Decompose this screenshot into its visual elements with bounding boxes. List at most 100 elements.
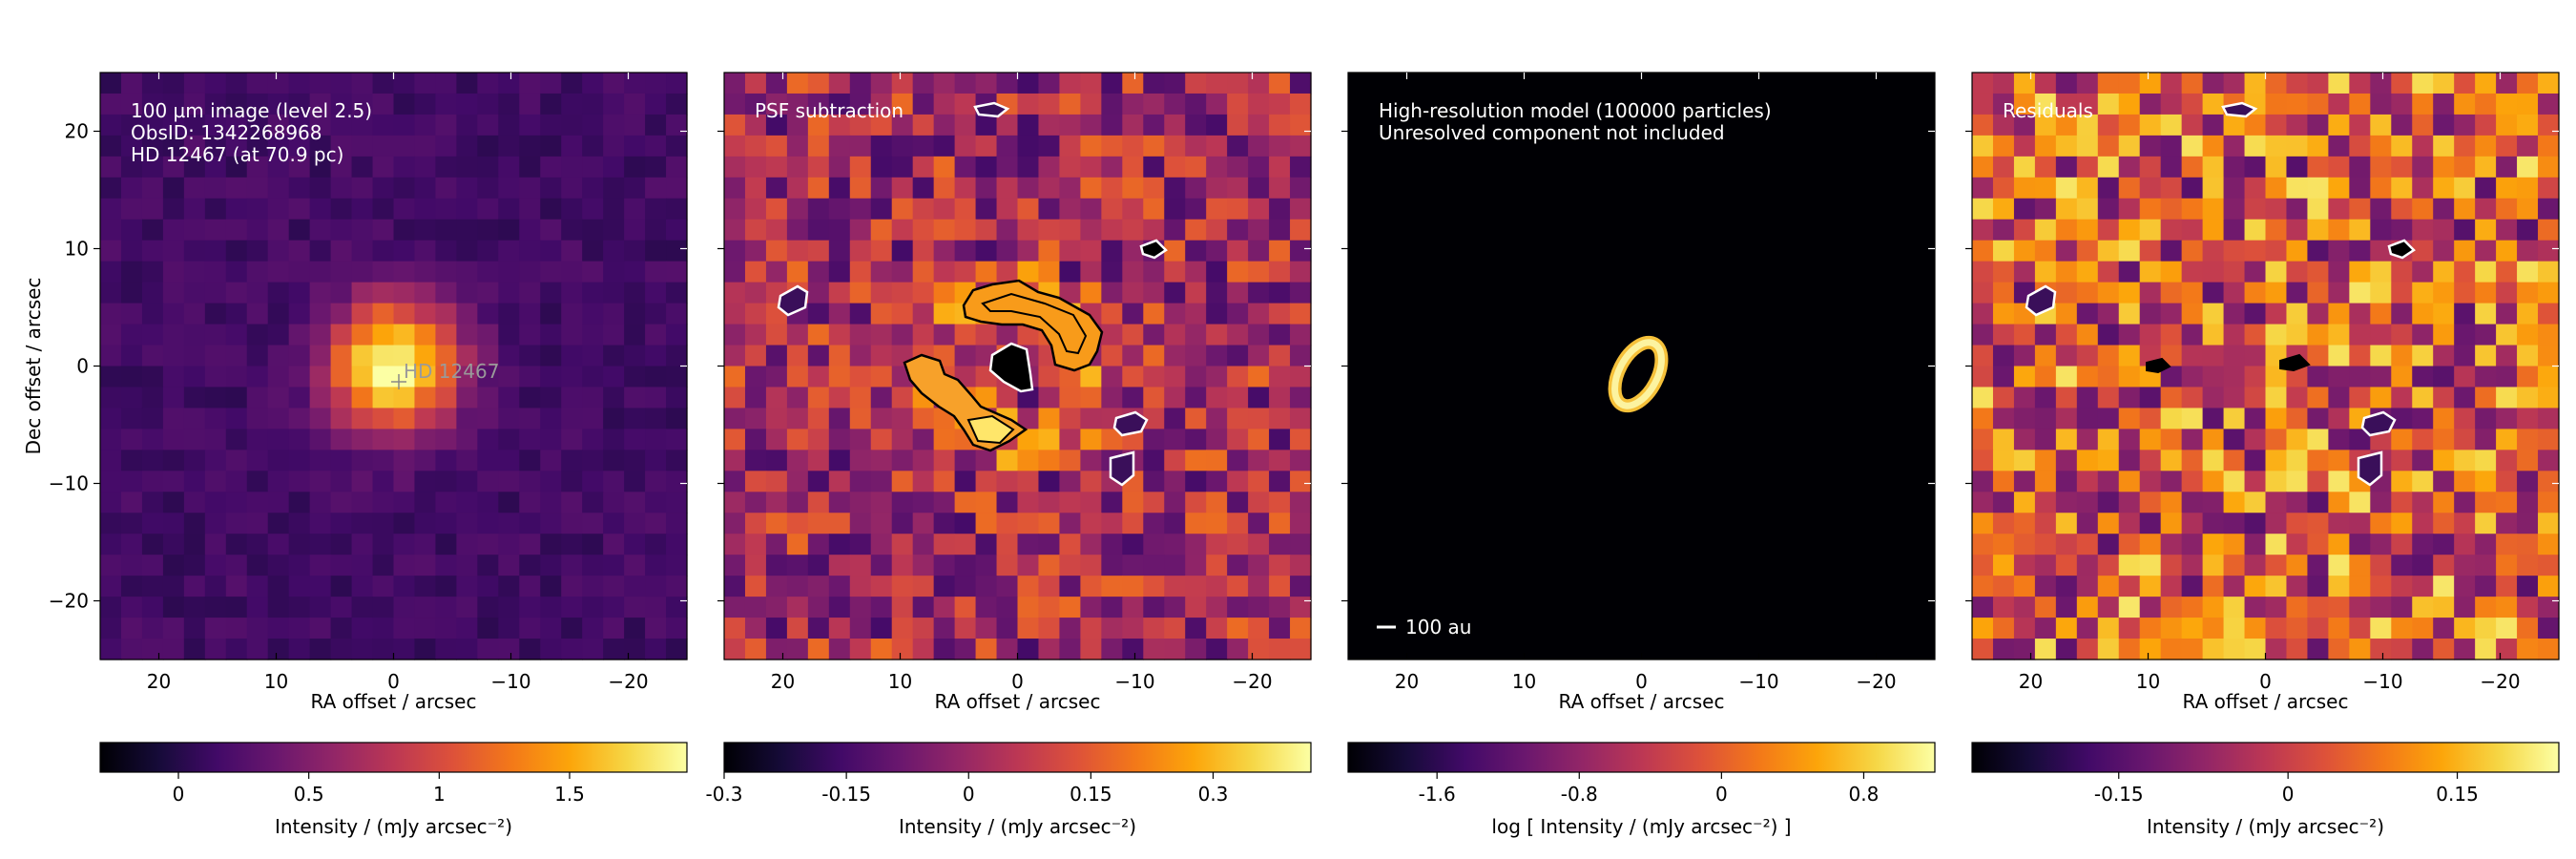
image-pixel bbox=[372, 198, 395, 220]
image-pixel bbox=[2475, 639, 2497, 660]
image-pixel bbox=[2055, 93, 2078, 115]
image-pixel bbox=[1080, 114, 1102, 136]
image-pixel bbox=[1248, 303, 1270, 325]
image-pixel bbox=[414, 303, 437, 325]
image-pixel bbox=[477, 177, 499, 199]
image-pixel bbox=[870, 513, 893, 534]
image-pixel bbox=[330, 618, 353, 639]
image-pixel bbox=[162, 408, 185, 430]
image-pixel bbox=[120, 366, 143, 388]
image-pixel bbox=[666, 177, 688, 199]
image-pixel bbox=[2391, 597, 2413, 618]
image-pixel bbox=[2244, 114, 2267, 136]
image-pixel bbox=[954, 73, 977, 94]
image-pixel bbox=[1185, 240, 1207, 262]
image-pixel bbox=[2034, 450, 2057, 471]
image-pixel bbox=[162, 93, 185, 115]
image-pixel bbox=[1101, 156, 1123, 178]
image-pixel bbox=[2265, 597, 2288, 618]
image-pixel bbox=[2475, 576, 2497, 597]
image-pixel bbox=[2202, 513, 2225, 534]
image-pixel bbox=[582, 366, 604, 388]
image-pixel bbox=[1080, 366, 1102, 388]
image-pixel bbox=[456, 471, 478, 492]
image-pixel bbox=[2160, 345, 2183, 367]
image-pixel bbox=[225, 93, 248, 115]
image-pixel bbox=[2412, 597, 2434, 618]
image-pixel bbox=[1038, 198, 1061, 220]
image-pixel bbox=[666, 471, 688, 492]
image-pixel bbox=[267, 387, 290, 409]
image-pixel bbox=[933, 639, 956, 660]
image-pixel bbox=[1101, 282, 1123, 304]
image-pixel bbox=[435, 366, 457, 388]
image-pixel bbox=[2055, 471, 2078, 492]
image-pixel bbox=[540, 156, 562, 178]
image-pixel bbox=[1206, 597, 1228, 618]
image-pixel bbox=[996, 219, 1019, 241]
image-pixel bbox=[2496, 366, 2518, 388]
image-pixel bbox=[624, 135, 646, 157]
image-pixel bbox=[2496, 597, 2518, 618]
image-pixel bbox=[2013, 73, 2036, 94]
image-pixel bbox=[1017, 114, 1040, 136]
image-pixel bbox=[2475, 324, 2497, 346]
image-pixel bbox=[1206, 576, 1228, 597]
image-pixel bbox=[393, 597, 416, 618]
image-pixel bbox=[2433, 282, 2455, 304]
image-pixel bbox=[1101, 240, 1123, 262]
image-pixel bbox=[1080, 597, 1102, 618]
image-pixel bbox=[1290, 240, 1312, 262]
image-pixel bbox=[2391, 219, 2413, 241]
image-pixel bbox=[849, 576, 872, 597]
image-pixel bbox=[954, 513, 977, 534]
image-pixel bbox=[393, 219, 416, 241]
image-pixel bbox=[912, 198, 935, 220]
image-pixel bbox=[2160, 135, 2183, 157]
image-pixel bbox=[1248, 576, 1270, 597]
image-pixel bbox=[1227, 93, 1249, 115]
image-pixel bbox=[120, 73, 143, 94]
image-pixel bbox=[603, 555, 625, 576]
image-pixel bbox=[849, 471, 872, 492]
image-pixel bbox=[456, 303, 478, 325]
image-pixel bbox=[2076, 177, 2099, 199]
image-pixel bbox=[309, 240, 332, 262]
image-pixel bbox=[2181, 618, 2204, 639]
image-pixel bbox=[2328, 282, 2350, 304]
image-pixel bbox=[2328, 555, 2350, 576]
image-pixel bbox=[2391, 156, 2413, 178]
image-pixel bbox=[2286, 366, 2309, 388]
image-pixel bbox=[807, 93, 830, 115]
image-pixel bbox=[1122, 198, 1144, 220]
image-pixel bbox=[2538, 618, 2560, 639]
image-pixel bbox=[2328, 471, 2350, 492]
image-pixel bbox=[2265, 240, 2288, 262]
image-pixel bbox=[666, 93, 688, 115]
image-pixel bbox=[2181, 513, 2204, 534]
image-pixel bbox=[288, 387, 311, 409]
y-tick-label: −20 bbox=[49, 590, 89, 613]
image-pixel bbox=[1248, 114, 1270, 136]
image-pixel bbox=[2538, 324, 2560, 346]
image-pixel bbox=[603, 177, 625, 199]
image-pixel bbox=[2223, 345, 2246, 367]
image-pixel bbox=[1080, 261, 1102, 283]
image-pixel bbox=[624, 618, 646, 639]
image-pixel bbox=[540, 555, 562, 576]
image-pixel bbox=[807, 73, 830, 94]
image-pixel bbox=[1992, 639, 2015, 660]
colorbar-tick-label: 0 bbox=[963, 783, 975, 806]
image-pixel bbox=[477, 492, 499, 513]
image-pixel bbox=[2055, 492, 2078, 513]
image-pixel bbox=[267, 135, 290, 157]
image-pixel bbox=[870, 324, 893, 346]
star-marker bbox=[391, 374, 406, 389]
image-pixel bbox=[2433, 177, 2455, 199]
image-pixel bbox=[288, 366, 311, 388]
image-pixel bbox=[2538, 597, 2560, 618]
image-pixel bbox=[2244, 513, 2267, 534]
colorbar-tick-label: 0.8 bbox=[1849, 783, 1880, 806]
image-pixel bbox=[2244, 429, 2267, 450]
image-pixel bbox=[1206, 156, 1228, 178]
